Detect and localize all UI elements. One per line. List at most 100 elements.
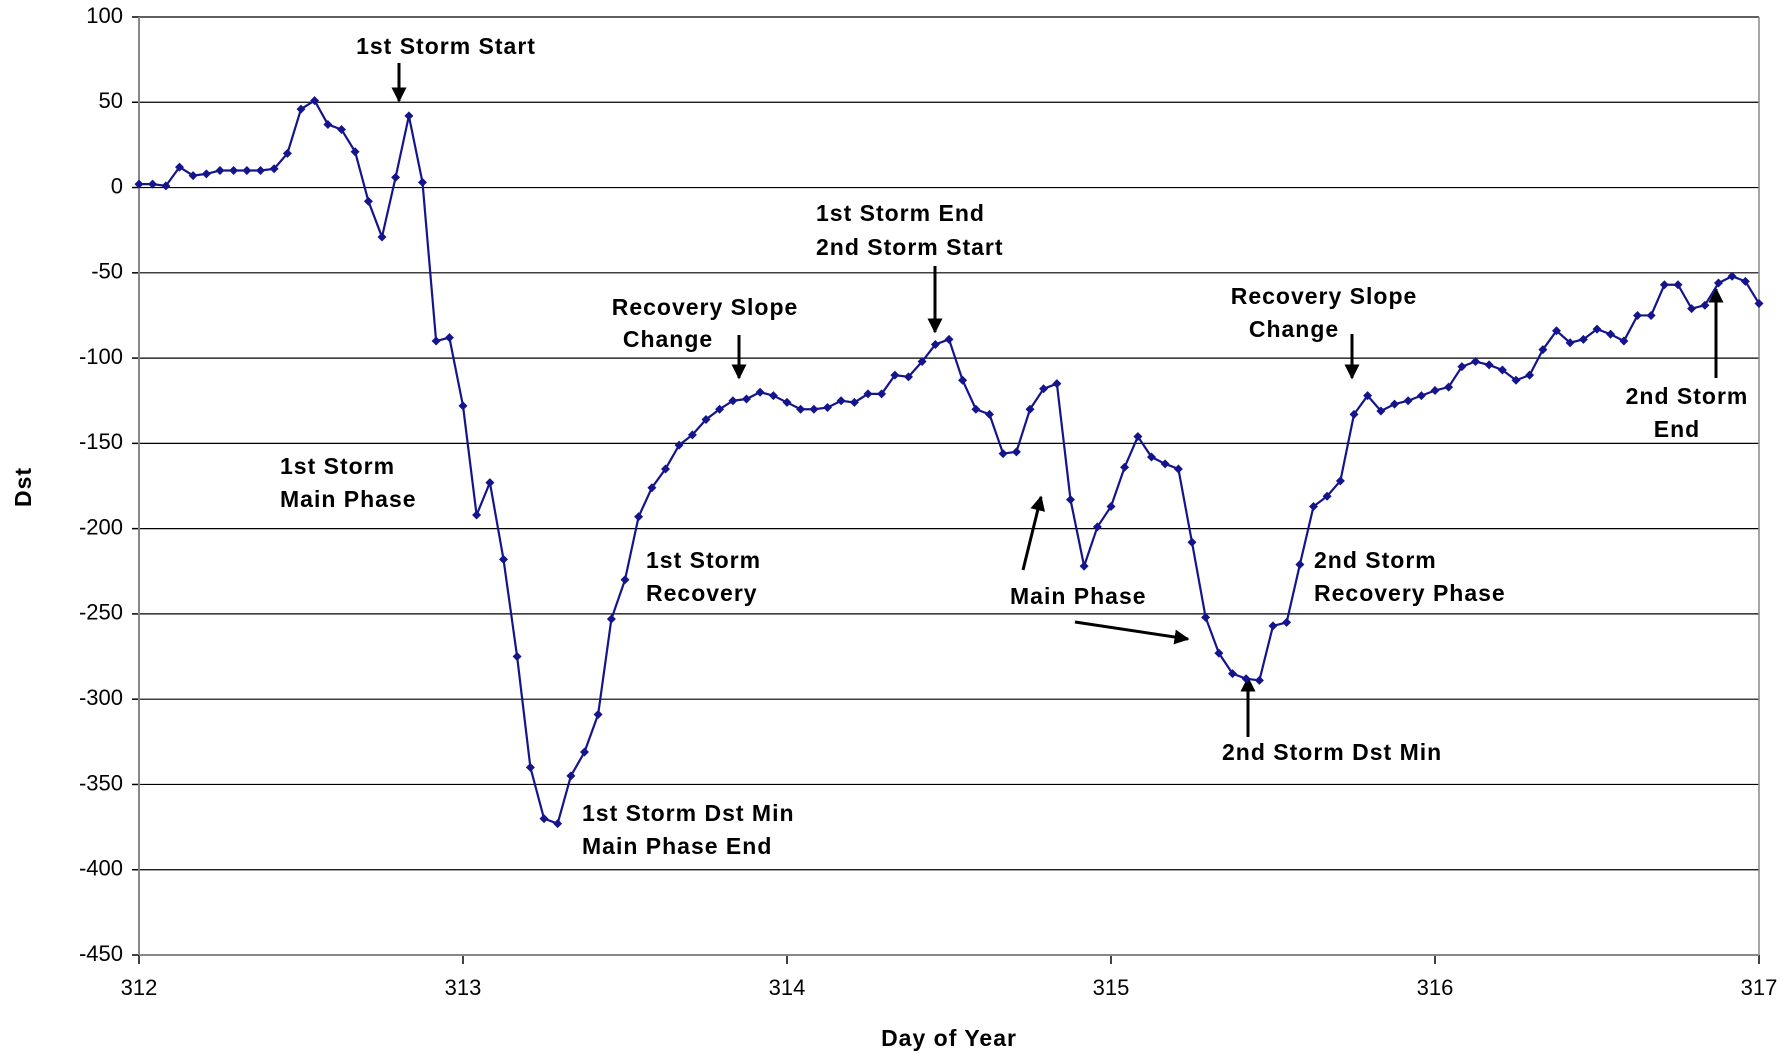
annotation: Main Phase bbox=[1010, 583, 1147, 609]
data-point bbox=[1727, 271, 1737, 281]
data-point bbox=[917, 357, 927, 367]
data-point bbox=[444, 333, 454, 343]
data-point bbox=[391, 172, 401, 182]
data-point bbox=[1282, 617, 1292, 627]
data-point bbox=[1322, 491, 1332, 501]
data-point bbox=[985, 409, 994, 419]
data-point bbox=[1011, 447, 1021, 457]
data-point bbox=[768, 391, 778, 401]
data-point bbox=[323, 119, 333, 129]
y-tick-label: -100 bbox=[79, 344, 123, 369]
data-point bbox=[1606, 329, 1616, 339]
annotation: Recovery Slope bbox=[612, 294, 799, 320]
data-point bbox=[634, 512, 644, 522]
data-point bbox=[377, 232, 387, 242]
data-point bbox=[647, 483, 657, 493]
data-point bbox=[958, 375, 968, 385]
annotation: 1st Storm Start bbox=[356, 33, 536, 59]
data-point bbox=[1754, 299, 1764, 309]
annotation: Recovery Phase bbox=[1314, 580, 1506, 606]
data-point bbox=[350, 147, 360, 157]
data-point bbox=[229, 165, 239, 175]
data-point bbox=[1106, 501, 1116, 511]
data-point bbox=[849, 397, 859, 407]
data-point bbox=[944, 334, 954, 344]
data-point bbox=[1390, 399, 1399, 409]
y-tick-label: -300 bbox=[79, 685, 123, 710]
y-axis-label: Dst bbox=[10, 467, 36, 507]
data-point bbox=[701, 414, 711, 424]
data-point bbox=[1673, 280, 1683, 290]
data-point bbox=[256, 165, 265, 175]
annotation: Change bbox=[1249, 316, 1339, 342]
data-point bbox=[782, 397, 792, 407]
data-point bbox=[1538, 345, 1548, 355]
data-point bbox=[1444, 382, 1454, 392]
y-tick-label: 50 bbox=[99, 88, 123, 113]
data-point bbox=[1120, 462, 1130, 472]
annotation: 2nd Storm Start bbox=[816, 234, 1004, 260]
data-point bbox=[1457, 362, 1467, 372]
data-point bbox=[1592, 324, 1602, 334]
data-point bbox=[418, 177, 427, 187]
annotation: 1st Storm bbox=[646, 547, 761, 573]
data-point bbox=[1700, 300, 1710, 310]
arrow bbox=[1021, 495, 1046, 571]
data-point bbox=[715, 404, 725, 414]
data-point bbox=[1335, 476, 1345, 486]
data-point bbox=[458, 401, 468, 411]
data-point bbox=[282, 148, 292, 158]
data-point bbox=[215, 165, 225, 175]
data-point bbox=[1214, 648, 1224, 658]
data-point bbox=[1309, 501, 1318, 511]
data-point bbox=[201, 169, 211, 179]
x-tick-label: 313 bbox=[445, 975, 482, 1000]
data-point bbox=[1025, 404, 1035, 414]
data-point bbox=[404, 111, 414, 121]
data-point bbox=[1497, 365, 1507, 375]
data-point bbox=[296, 104, 306, 114]
data-point bbox=[580, 747, 589, 757]
data-point bbox=[539, 814, 549, 824]
data-point bbox=[1092, 522, 1102, 532]
y-tick-label: -50 bbox=[91, 259, 123, 284]
data-point bbox=[1578, 334, 1588, 344]
data-point bbox=[1484, 360, 1494, 370]
data-point bbox=[1160, 459, 1170, 469]
data-point bbox=[1619, 336, 1629, 346]
data-point bbox=[148, 179, 158, 189]
x-tick-label: 317 bbox=[1741, 975, 1778, 1000]
data-point bbox=[890, 370, 900, 380]
data-point bbox=[310, 96, 320, 106]
annotation: Main Phase End bbox=[582, 833, 772, 859]
data-point bbox=[134, 179, 144, 189]
data-point bbox=[431, 336, 441, 346]
y-tick-label: -150 bbox=[79, 429, 123, 454]
data-point bbox=[188, 171, 198, 181]
data-point bbox=[1511, 375, 1521, 385]
data-point bbox=[863, 389, 873, 399]
data-point bbox=[904, 372, 913, 382]
annotation: 1st Storm Dst Min bbox=[582, 800, 795, 826]
x-tick-label: 314 bbox=[769, 975, 806, 1000]
data-point bbox=[161, 181, 171, 191]
data-point bbox=[1228, 669, 1237, 679]
data-point bbox=[485, 478, 495, 488]
data-point bbox=[1646, 310, 1656, 320]
data-point bbox=[1079, 561, 1089, 571]
x-tick-label: 315 bbox=[1093, 975, 1130, 1000]
y-tick-label: -250 bbox=[79, 600, 123, 625]
data-point bbox=[1376, 406, 1386, 416]
data-point bbox=[269, 164, 279, 174]
data-point bbox=[1714, 278, 1723, 288]
arrow bbox=[1074, 620, 1190, 645]
data-point bbox=[553, 819, 563, 829]
data-point bbox=[1471, 357, 1480, 367]
y-tick-label: 100 bbox=[86, 3, 123, 28]
annotation: 2nd Storm Dst Min bbox=[1222, 739, 1442, 765]
data-point bbox=[742, 394, 751, 404]
annotation: 1st Storm bbox=[280, 453, 395, 479]
data-point bbox=[1187, 537, 1197, 547]
data-point bbox=[1363, 391, 1373, 401]
